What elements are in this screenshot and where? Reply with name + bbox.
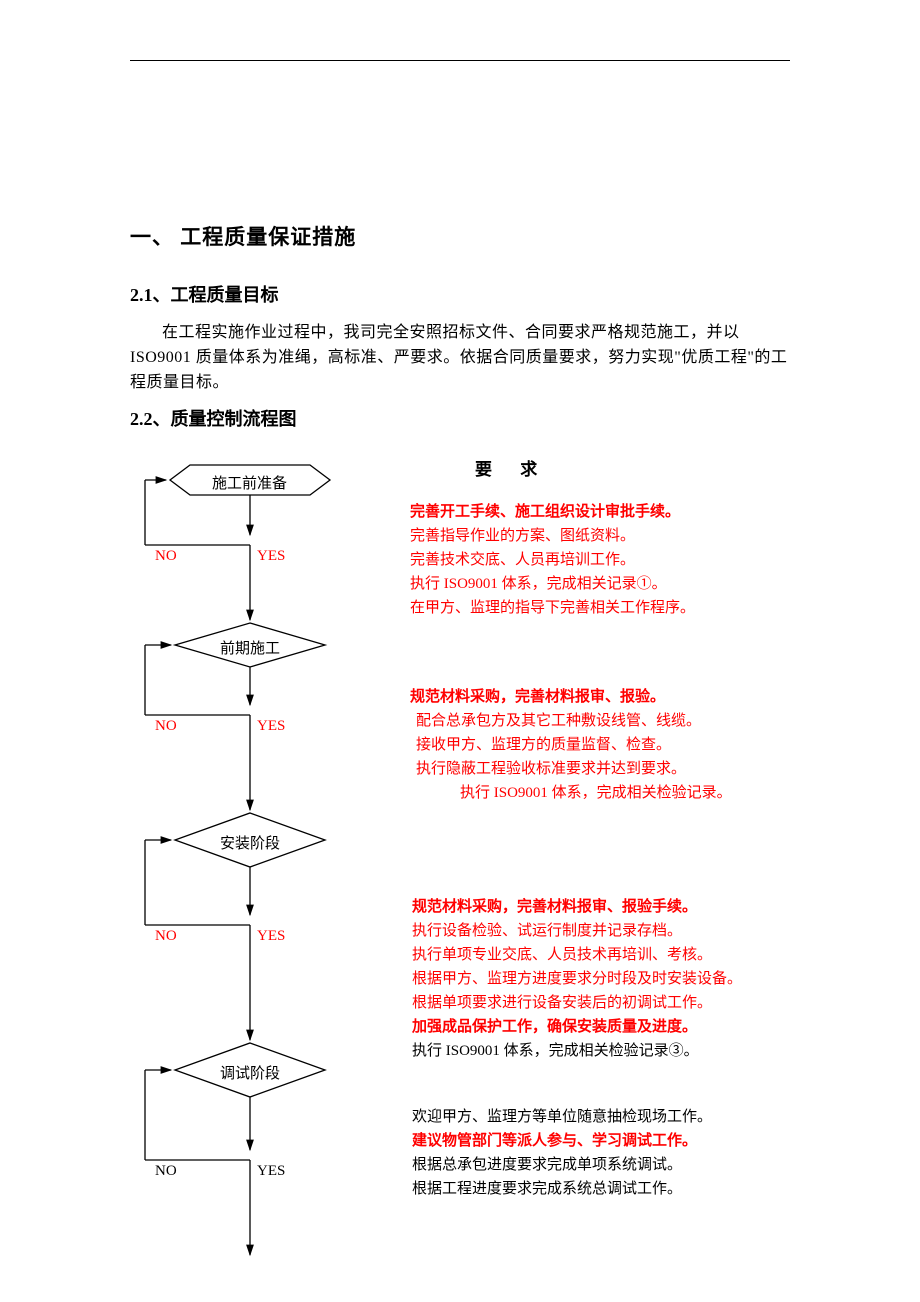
req3-l7: 执行 ISO9001 体系，完成相关检验记录③。: [412, 1039, 742, 1063]
flowchart-svg: [130, 445, 430, 1285]
label-yes-4: YES: [257, 1163, 285, 1180]
label-yes-2: YES: [257, 718, 285, 735]
top-rule: [130, 60, 790, 61]
req2-l2: 配合总承包方及其它工种敷设线管、线缆。: [410, 709, 732, 733]
requirements-block-2: 规范材料采购，完善材料报审、报验。 配合总承包方及其它工种敷设线管、线缆。 接收…: [410, 685, 732, 805]
req4-l2: 建议物管部门等派人参与、学习调试工作。: [412, 1129, 712, 1153]
req2-l4: 执行隐蔽工程验收标准要求并达到要求。: [410, 757, 732, 781]
label-no-3: NO: [155, 928, 177, 945]
req4-l3: 根据总承包进度要求完成单项系统调试。: [412, 1153, 712, 1177]
label-no-4: NO: [155, 1163, 177, 1180]
req3-l5: 根据单项要求进行设备安装后的初调试工作。: [412, 991, 742, 1015]
node-label-3: 安装阶段: [220, 832, 280, 853]
heading-2-1: 2.1、工程质量目标: [130, 281, 790, 307]
req1-l3: 完善技术交底、人员再培训工作。: [410, 548, 695, 572]
heading-2-2: 2.2、质量控制流程图: [130, 405, 790, 431]
requirements-block-3: 规范材料采购，完善材料报审、报验手续。 执行设备检验、试运行制度并记录存档。 执…: [412, 895, 742, 1063]
req1-l1: 完善开工手续、施工组织设计审批手续。: [410, 500, 695, 524]
requirements-block-1: 完善开工手续、施工组织设计审批手续。 完善指导作业的方案、图纸资料。 完善技术交…: [410, 500, 695, 620]
requirements-title: 要 求: [475, 455, 549, 480]
node-label-1: 施工前准备: [212, 472, 287, 493]
req3-l2: 执行设备检验、试运行制度并记录存档。: [412, 919, 742, 943]
req3-l3: 执行单项专业交底、人员技术再培训、考核。: [412, 943, 742, 967]
flowchart-area: 施工前准备 前期施工 安装阶段 调试阶段 NO YES NO YES NO YE…: [130, 445, 790, 1285]
label-yes-1: YES: [257, 548, 285, 565]
paragraph-2-1: 在工程实施作业过程中，我司完全安照招标文件、合同要求严格规范施工，并以 ISO9…: [130, 321, 790, 395]
req2-l1: 规范材料采购，完善材料报审、报验。: [410, 685, 732, 709]
node-label-2: 前期施工: [220, 637, 280, 658]
req2-l5: 执行 ISO9001 体系，完成相关检验记录。: [410, 781, 732, 805]
document-page: 一、 工程质量保证措施 2.1、工程质量目标 在工程实施作业过程中，我司完全安照…: [130, 60, 790, 1285]
label-no-2: NO: [155, 718, 177, 735]
node-label-4: 调试阶段: [220, 1062, 280, 1083]
requirements-block-4: 欢迎甲方、监理方等单位随意抽检现场工作。 建议物管部门等派人参与、学习调试工作。…: [412, 1105, 712, 1201]
req2-l3: 接收甲方、监理方的质量监督、检查。: [410, 733, 732, 757]
label-yes-3: YES: [257, 928, 285, 945]
req4-l1: 欢迎甲方、监理方等单位随意抽检现场工作。: [412, 1105, 712, 1129]
req3-l4: 根据甲方、监理方进度要求分时段及时安装设备。: [412, 967, 742, 991]
req1-l2: 完善指导作业的方案、图纸资料。: [410, 524, 695, 548]
req3-l6: 加强成品保护工作，确保安装质量及进度。: [412, 1015, 742, 1039]
req3-l1: 规范材料采购，完善材料报审、报验手续。: [412, 895, 742, 919]
req1-l5: 在甲方、监理的指导下完善相关工作程序。: [410, 596, 695, 620]
req4-l4: 根据工程进度要求完成系统总调试工作。: [412, 1177, 712, 1201]
section-title-1: 一、 工程质量保证措施: [130, 221, 790, 251]
req1-l4: 执行 ISO9001 体系，完成相关记录①。: [410, 572, 695, 596]
label-no-1: NO: [155, 548, 177, 565]
